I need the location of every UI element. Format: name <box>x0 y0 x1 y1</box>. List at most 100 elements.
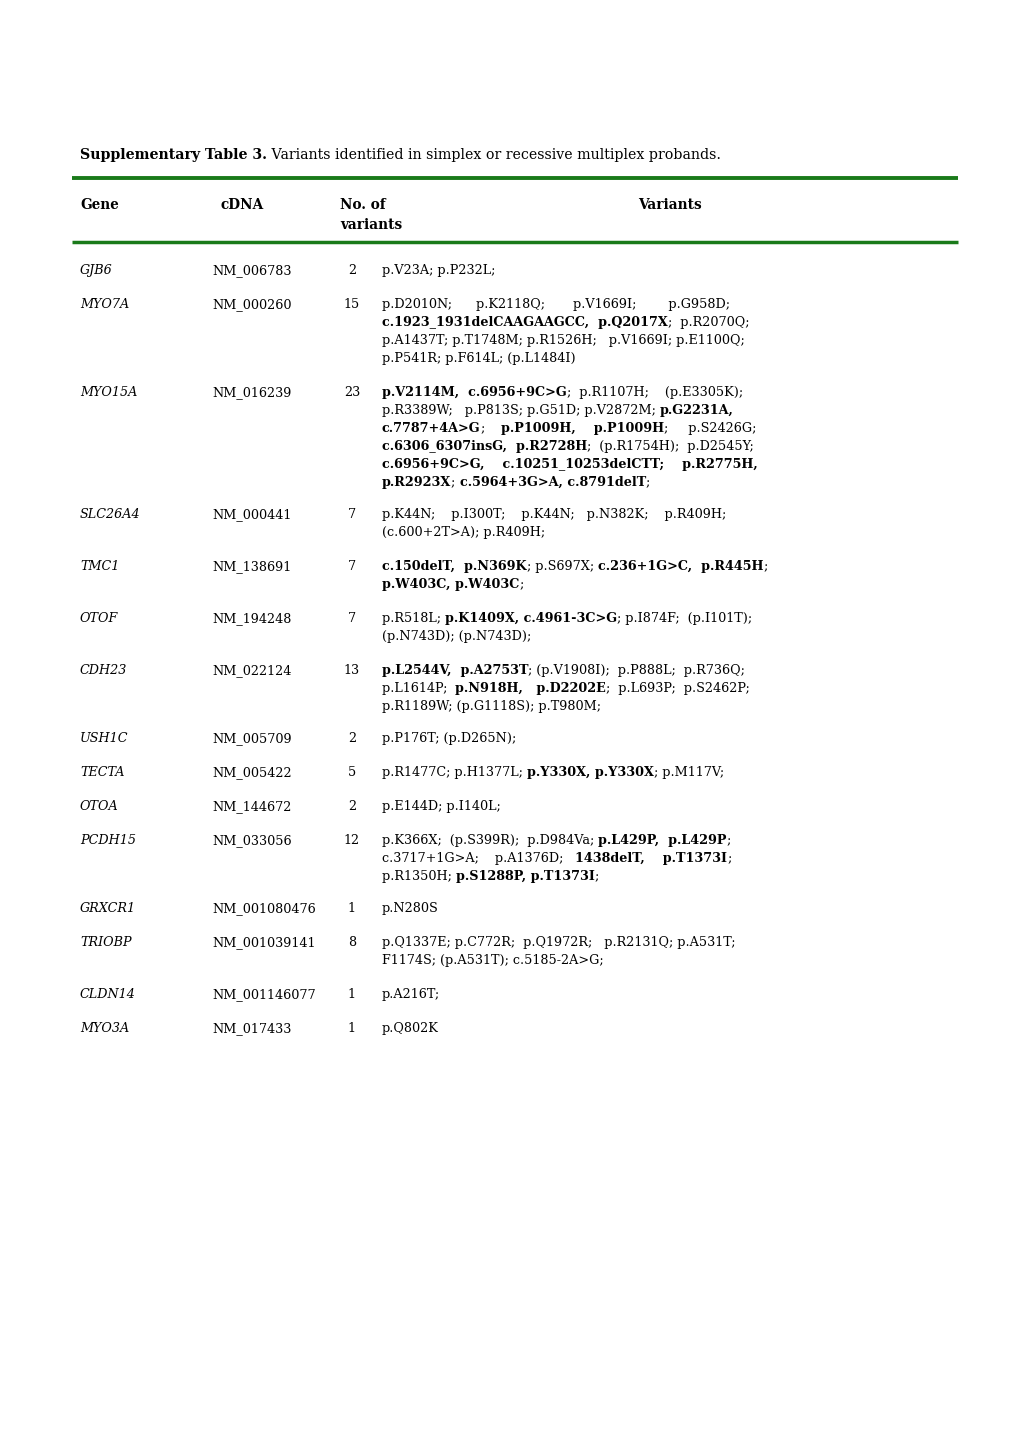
Text: p.R2923X: p.R2923X <box>382 476 450 489</box>
Text: c.1923_1931delCAAGAAGCC,  p.Q2017X: c.1923_1931delCAAGAAGCC, p.Q2017X <box>382 316 667 329</box>
Text: 7: 7 <box>347 612 356 625</box>
Text: ;: ; <box>480 421 500 434</box>
Text: NM_022124: NM_022124 <box>212 664 291 677</box>
Text: F1174S; (p.A531T); c.5185-2A>G;: F1174S; (p.A531T); c.5185-2A>G; <box>382 954 603 967</box>
Text: 13: 13 <box>343 664 360 677</box>
Text: NM_144672: NM_144672 <box>212 799 291 812</box>
Text: NM_006783: NM_006783 <box>212 264 291 277</box>
Text: GJB6: GJB6 <box>79 264 113 277</box>
Text: TMC1: TMC1 <box>79 560 119 573</box>
Text: 5: 5 <box>347 766 356 779</box>
Text: (p.N743D); (p.N743D);: (p.N743D); (p.N743D); <box>382 631 531 644</box>
Text: TECTA: TECTA <box>79 766 124 779</box>
Text: NM_005709: NM_005709 <box>212 732 291 745</box>
Text: p.W403C, p.W403C: p.W403C, p.W403C <box>382 579 519 592</box>
Text: p.K366X;  (p.S399R);  p.D984Va;: p.K366X; (p.S399R); p.D984Va; <box>382 834 598 847</box>
Text: p.P1009H,    p.P1009H: p.P1009H, p.P1009H <box>500 421 663 434</box>
Text: p.Q1337E; p.C772R;  p.Q1972R;   p.R2131Q; p.A531T;: p.Q1337E; p.C772R; p.Q1972R; p.R2131Q; p… <box>382 937 735 949</box>
Text: ;  p.R1107H;    (p.E3305K);: ; p.R1107H; (p.E3305K); <box>567 385 742 400</box>
Text: p.R1189W; (p.G1118S); p.T980M;: p.R1189W; (p.G1118S); p.T980M; <box>382 700 600 713</box>
Text: Supplementary Table 3.: Supplementary Table 3. <box>79 149 267 162</box>
Text: p.P176T; (p.D265N);: p.P176T; (p.D265N); <box>382 732 516 745</box>
Text: NM_005422: NM_005422 <box>212 766 291 779</box>
Text: c.7787+4A>G: c.7787+4A>G <box>382 421 480 434</box>
Text: 15: 15 <box>343 299 360 312</box>
Text: ; p.S697X;: ; p.S697X; <box>526 560 597 573</box>
Text: NM_017433: NM_017433 <box>212 1022 291 1035</box>
Text: NM_001146077: NM_001146077 <box>212 988 315 1001</box>
Text: ;: ; <box>519 579 523 592</box>
Text: p.P541R; p.F614L; (p.L1484I): p.P541R; p.F614L; (p.L1484I) <box>382 352 575 365</box>
Text: c.150delT,  p.N369K: c.150delT, p.N369K <box>382 560 526 573</box>
Text: CDH23: CDH23 <box>79 664 127 677</box>
Text: p.R1477C; p.H1377L;: p.R1477C; p.H1377L; <box>382 766 527 779</box>
Text: p.A1437T; p.T1748M; p.R1526H;   p.V1669I; p.E1100Q;: p.A1437T; p.T1748M; p.R1526H; p.V1669I; … <box>382 333 744 346</box>
Text: SLC26A4: SLC26A4 <box>79 508 141 521</box>
Text: p.R1350H;: p.R1350H; <box>382 870 455 883</box>
Text: NM_194248: NM_194248 <box>212 612 291 625</box>
Text: MYO15A: MYO15A <box>79 385 138 400</box>
Text: c.6306_6307insG,  p.R2728H: c.6306_6307insG, p.R2728H <box>382 440 587 453</box>
Text: 1: 1 <box>347 902 356 915</box>
Text: Gene: Gene <box>81 198 119 212</box>
Text: MYO7A: MYO7A <box>79 299 129 312</box>
Text: c.3717+1G>A;    p.A1376D;: c.3717+1G>A; p.A1376D; <box>382 851 575 864</box>
Text: p.V23A; p.P232L;: p.V23A; p.P232L; <box>382 264 495 277</box>
Text: Variants: Variants <box>638 198 701 212</box>
Text: p.A216T;: p.A216T; <box>382 988 439 1001</box>
Text: ; (p.V1908I);  p.P888L;  p.R736Q;: ; (p.V1908I); p.P888L; p.R736Q; <box>528 664 745 677</box>
Text: p.K1409X, c.4961-3C>G: p.K1409X, c.4961-3C>G <box>444 612 616 625</box>
Text: p.N918H,   p.D2202E: p.N918H, p.D2202E <box>454 683 605 696</box>
Text: c.5964+3G>A, c.8791delT: c.5964+3G>A, c.8791delT <box>459 476 645 489</box>
Text: p.Y330X, p.Y330X: p.Y330X, p.Y330X <box>527 766 653 779</box>
Text: 2: 2 <box>347 799 356 812</box>
Text: NM_001039141: NM_001039141 <box>212 937 315 949</box>
Text: c.6956+9C>G,    c.10251_10253delCTT;    p.R2775H,: c.6956+9C>G, c.10251_10253delCTT; p.R277… <box>382 457 757 470</box>
Text: NM_000441: NM_000441 <box>212 508 291 521</box>
Text: ;  (p.R1754H);  p.D2545Y;: ; (p.R1754H); p.D2545Y; <box>587 440 753 453</box>
Text: p.R518L;: p.R518L; <box>382 612 444 625</box>
Text: (c.600+2T>A); p.R409H;: (c.600+2T>A); p.R409H; <box>382 527 544 540</box>
Text: TRIOBP: TRIOBP <box>79 937 131 949</box>
Text: 2: 2 <box>347 732 356 745</box>
Text: p.L2544V,  p.A2753T: p.L2544V, p.A2753T <box>382 664 528 677</box>
Text: ;: ; <box>645 476 649 489</box>
Text: p.N280S: p.N280S <box>382 902 438 915</box>
Text: ;: ; <box>450 476 459 489</box>
Text: p.E144D; p.I140L;: p.E144D; p.I140L; <box>382 799 500 812</box>
Text: OTOA: OTOA <box>79 799 118 812</box>
Text: MYO3A: MYO3A <box>79 1022 129 1035</box>
Text: NM_138691: NM_138691 <box>212 560 291 573</box>
Text: CLDN14: CLDN14 <box>79 988 136 1001</box>
Text: p.R3389W;   p.P813S; p.G51D; p.V2872M;: p.R3389W; p.P813S; p.G51D; p.V2872M; <box>382 404 659 417</box>
Text: p.V2114M,  c.6956+9C>G: p.V2114M, c.6956+9C>G <box>382 385 567 400</box>
Text: p.L1614P;: p.L1614P; <box>382 683 454 696</box>
Text: ;     p.S2426G;: ; p.S2426G; <box>663 421 756 434</box>
Text: 1: 1 <box>347 1022 356 1035</box>
Text: 1438delT,    p.T1373I: 1438delT, p.T1373I <box>575 851 727 864</box>
Text: p.G2231A,: p.G2231A, <box>659 404 733 417</box>
Text: c.236+1G>C,  p.R445H: c.236+1G>C, p.R445H <box>597 560 762 573</box>
Text: 7: 7 <box>347 508 356 521</box>
Text: 7: 7 <box>347 560 356 573</box>
Text: OTOF: OTOF <box>79 612 118 625</box>
Text: No. of: No. of <box>339 198 385 212</box>
Text: 1: 1 <box>347 988 356 1001</box>
Text: ; p.I874F;  (p.I101T);: ; p.I874F; (p.I101T); <box>616 612 752 625</box>
Text: ;  p.L693P;  p.S2462P;: ; p.L693P; p.S2462P; <box>605 683 749 696</box>
Text: GRXCR1: GRXCR1 <box>79 902 136 915</box>
Text: cDNA: cDNA <box>220 198 263 212</box>
Text: p.D2010N;      p.K2118Q;       p.V1669I;        p.G958D;: p.D2010N; p.K2118Q; p.V1669I; p.G958D; <box>382 299 730 312</box>
Text: NM_001080476: NM_001080476 <box>212 902 316 915</box>
Text: PCDH15: PCDH15 <box>79 834 136 847</box>
Text: USH1C: USH1C <box>79 732 128 745</box>
Text: ; p.M117V;: ; p.M117V; <box>653 766 723 779</box>
Text: p.L429P,  p.L429P: p.L429P, p.L429P <box>598 834 727 847</box>
Text: p.Q802K: p.Q802K <box>382 1022 438 1035</box>
Text: ;: ; <box>762 560 766 573</box>
Text: NM_000260: NM_000260 <box>212 299 291 312</box>
Text: ;: ; <box>727 834 731 847</box>
Text: 12: 12 <box>343 834 360 847</box>
Text: p.K44N;    p.I300T;    p.K44N;   p.N382K;    p.R409H;: p.K44N; p.I300T; p.K44N; p.N382K; p.R409… <box>382 508 726 521</box>
Text: Variants identified in simplex or recessive multiplex probands.: Variants identified in simplex or recess… <box>267 149 720 162</box>
